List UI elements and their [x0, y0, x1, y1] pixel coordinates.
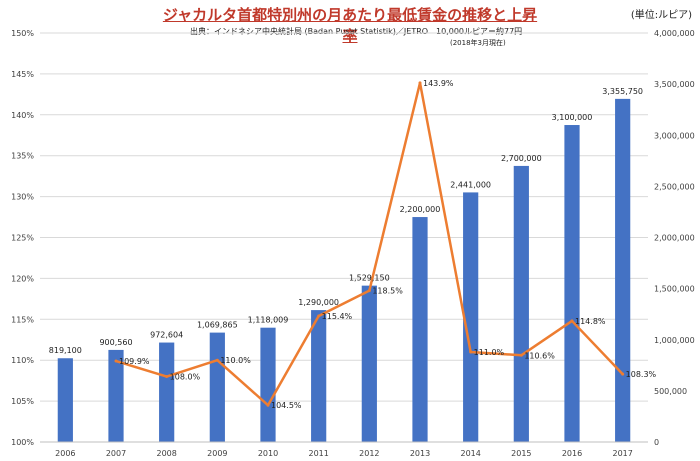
line-value-label: 115.4%: [322, 312, 353, 321]
line-value-label: 143.9%: [423, 79, 454, 88]
bar-value-label: 3,100,000: [552, 113, 593, 122]
x-tick-label: 2015: [511, 449, 531, 458]
left-tick-label: 140%: [11, 111, 34, 120]
bar-value-label: 819,100: [49, 346, 82, 355]
bar-value-label: 1,290,000: [298, 298, 339, 307]
bar-value-label: 2,200,000: [400, 205, 441, 214]
left-tick-label: 150%: [11, 29, 34, 38]
line-value-label: 109.9%: [119, 357, 150, 366]
right-tick-label: 0: [654, 438, 659, 447]
line-point: [266, 403, 270, 407]
bar: [463, 192, 479, 442]
left-tick-label: 125%: [11, 234, 34, 243]
bar: [615, 98, 631, 442]
x-tick-label: 2012: [359, 449, 379, 458]
line-series: [114, 81, 625, 407]
unit-label: (単位:ルピア): [630, 10, 692, 21]
x-tick-label: 2007: [106, 449, 126, 458]
x-tick-label: 2008: [156, 449, 176, 458]
right-tick-label: 1,000,000: [654, 336, 695, 345]
bar-value-label: 2,441,000: [450, 180, 491, 189]
line-value-label: 110.6%: [524, 351, 555, 360]
bar-value-label: 972,604: [150, 331, 183, 340]
bar: [57, 358, 73, 442]
bar: [159, 342, 175, 442]
x-tick-label: 2016: [562, 449, 582, 458]
bar: [311, 310, 327, 442]
exchange-rate-note: 10,000ルピア＝約77円: [436, 27, 523, 36]
line-value-label: 108.0%: [170, 373, 201, 382]
bar-value-label: 1,118,009: [248, 316, 289, 325]
x-tick-label: 2011: [308, 449, 328, 458]
chart-title: ジャカルタ首都特別州の月あたり最低賃金の推移と上昇率: [162, 6, 538, 45]
line-value-label: 108.3%: [626, 370, 657, 379]
right-tick-label: 4,000,000: [654, 29, 695, 38]
x-tick-label: 2006: [55, 449, 75, 458]
line-value-label: 114.8%: [575, 317, 606, 326]
right-tick-label: 2,000,000: [654, 234, 695, 243]
x-tick-label: 2013: [410, 449, 430, 458]
as-of-note: (2018年3月現在): [450, 39, 506, 47]
left-tick-label: 120%: [11, 274, 34, 283]
source-note: 出典：インドネシア中央統計局 (Badan Pusat Statistik)／J…: [190, 27, 429, 36]
x-tick-label: 2017: [612, 449, 632, 458]
bar-value-label: 1,069,865: [197, 321, 238, 330]
line-point: [317, 314, 321, 318]
line-point: [469, 350, 473, 354]
line-point: [215, 358, 219, 362]
line-point: [114, 359, 118, 363]
line-value-label: 104.5%: [271, 401, 302, 410]
left-tick-label: 130%: [11, 193, 34, 202]
line-point: [165, 375, 169, 379]
bar: [260, 327, 276, 442]
bar: [564, 125, 580, 443]
line-value-label: 118.5%: [372, 287, 403, 296]
bar: [108, 349, 124, 442]
left-tick-label: 100%: [11, 438, 34, 447]
bar-series: [57, 98, 631, 443]
line-value-label: 110.0%: [220, 356, 251, 365]
line-point: [418, 81, 422, 85]
bar: [412, 217, 428, 442]
left-tick-label: 110%: [11, 356, 34, 365]
right-tick-label: 500,000: [654, 387, 687, 396]
right-tick-label: 2,500,000: [654, 182, 695, 191]
gridlines: [40, 32, 648, 443]
right-tick-label: 1,500,000: [654, 285, 695, 294]
left-tick-label: 135%: [11, 152, 34, 161]
x-tick-label: 2014: [460, 449, 480, 458]
left-tick-label: 145%: [11, 70, 34, 79]
bar-value-label: 900,560: [99, 338, 132, 347]
line-point: [367, 289, 371, 293]
right-tick-label: 3,500,000: [654, 80, 695, 89]
bar: [209, 332, 225, 442]
bar-value-label: 2,700,000: [501, 154, 542, 163]
line-value-label: 111.0%: [474, 348, 505, 357]
left-tick-label: 115%: [11, 315, 34, 324]
line-point: [570, 319, 574, 323]
axes: 100% 105% 110% 115% 120% 125% 130% 135% 140% 145%…: [11, 29, 695, 458]
left-tick-label: 105%: [11, 397, 34, 406]
bar-value-label: 1,529,150: [349, 274, 390, 283]
bar: [513, 165, 529, 443]
line-point: [621, 372, 625, 376]
right-tick-label: 3,000,000: [654, 131, 695, 140]
bar: [361, 285, 377, 442]
x-tick-label: 2009: [207, 449, 227, 458]
data-labels: 819,100 900,560 972,604 1,069,865 1,118,009 1…: [49, 79, 657, 410]
x-tick-label: 2010: [258, 449, 278, 458]
bar-value-label: 3,355,750: [602, 87, 643, 96]
line-point: [519, 353, 523, 357]
